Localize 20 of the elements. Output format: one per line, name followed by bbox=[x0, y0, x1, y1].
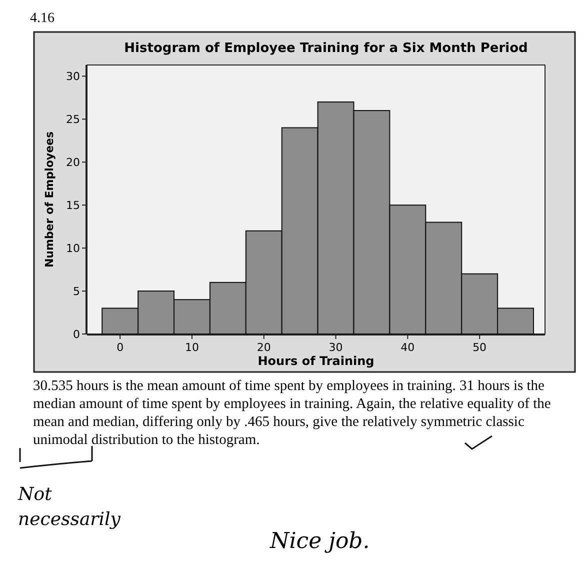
chart-title: Histogram of Employee Training for a Six Month Period bbox=[124, 41, 528, 56]
x-tick-label: 0 bbox=[116, 341, 124, 354]
y-tick-label: 10 bbox=[66, 242, 80, 255]
x-axis-title: Hours of Training bbox=[258, 354, 374, 368]
x-tick-label: 10 bbox=[184, 341, 199, 354]
y-tick-label: 25 bbox=[66, 112, 80, 126]
y-tick-label: 5 bbox=[73, 284, 80, 298]
x-tick-label: 30 bbox=[328, 341, 343, 354]
x-tick-label: 50 bbox=[472, 341, 487, 354]
text: Nice job. bbox=[269, 529, 370, 554]
y-tick-label: 15 bbox=[66, 198, 80, 212]
y-tick-label: 30 bbox=[66, 70, 80, 84]
text: Not necessarily bbox=[17, 484, 122, 530]
y-tick-label: 20 bbox=[66, 156, 80, 169]
y-tick-label: 0 bbox=[73, 328, 80, 341]
x-tick-label: 20 bbox=[256, 341, 271, 354]
text: 4.16 bbox=[30, 11, 54, 26]
x-tick-label: 40 bbox=[400, 341, 415, 354]
y-axis-title: Number of Employees bbox=[43, 131, 56, 268]
text: 30.535 hours is the mean amount of time spent by employees in training. 31 hours is the median amount of time spent by employees in training. Again, the relative equality of the mean and median, differing only by .465 hours, give the relatively symmetric classic unimodal distribution to the histogram. bbox=[33, 378, 551, 448]
